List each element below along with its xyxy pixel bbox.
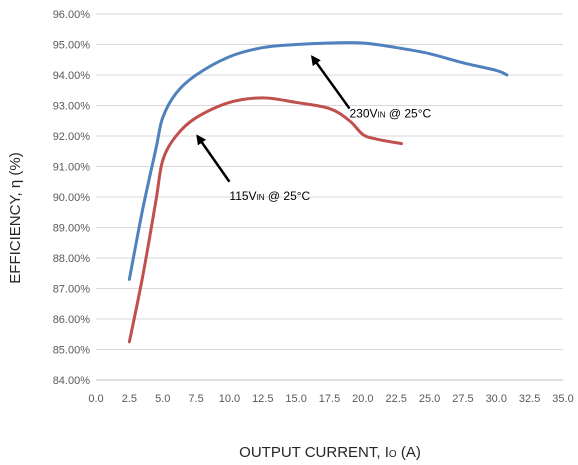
x-tick-label: 17.5 (319, 393, 340, 405)
y-tick-label: 92.00% (53, 131, 91, 143)
x-tick-labels: 0.0 2.5 5.0 7.5 10.0 12.5 15.0 17.5 20.0 22.5 25.0… (88, 393, 573, 405)
y-tick-label: 85.00% (53, 345, 91, 357)
y-tick-label: 86.00% (53, 314, 91, 326)
x-tick-label: 35.0 (552, 393, 573, 405)
x-axis-title: OUTPUT CURRENT, IO (A) (239, 444, 421, 461)
annotations: 230VIN @ 25°C 115VIN @ 25°C (196, 55, 432, 203)
y-tick-label: 84.00% (53, 375, 91, 387)
annotation-arrow (196, 134, 231, 183)
y-tick-label: 95.00% (53, 40, 91, 52)
y-tick-labels: 84.00% 85.00% 86.00% 87.00% 88.00% 89.00% 90.0… (53, 9, 91, 387)
series-line-1 (127, 41, 509, 281)
x-tick-label: 15.0 (285, 393, 306, 405)
x-tick-label: 20.0 (352, 393, 373, 405)
y-tick-label: 90.00% (53, 192, 91, 204)
y-axis-title: EFFICIENCY, η (%) (7, 152, 24, 283)
annotation-arrow (310, 55, 351, 110)
y-tick-label: 88.00% (53, 253, 91, 265)
x-tick-label: 27.5 (452, 393, 473, 405)
series-group (127, 41, 509, 344)
x-tick-label: 22.5 (386, 393, 407, 405)
y-tick-label: 87.00% (53, 284, 91, 296)
y-tick-label: 89.00% (53, 223, 91, 235)
x-tick-label: 30.0 (486, 393, 507, 405)
x-tick-label: 2.5 (122, 393, 137, 405)
x-tick-label: 32.5 (519, 393, 540, 405)
x-tick-label: 10.0 (219, 393, 240, 405)
x-tick-label: 5.0 (155, 393, 170, 405)
y-tick-label: 93.00% (53, 101, 91, 113)
y-tick-label: 94.00% (53, 70, 91, 82)
gridlines (96, 13, 563, 350)
x-tick-label: 0.0 (88, 393, 103, 405)
annotation-label: 230VIN @ 25°C (350, 107, 432, 121)
annotation-label: 115VIN @ 25°C (229, 189, 310, 203)
x-tick-label: 7.5 (188, 393, 203, 405)
y-tick-label: 96.00% (53, 9, 91, 21)
x-tick-label: 25.0 (419, 393, 440, 405)
series-line-2 (127, 96, 404, 344)
x-tick-label: 12.5 (252, 393, 273, 405)
y-tick-label: 91.00% (53, 162, 91, 174)
